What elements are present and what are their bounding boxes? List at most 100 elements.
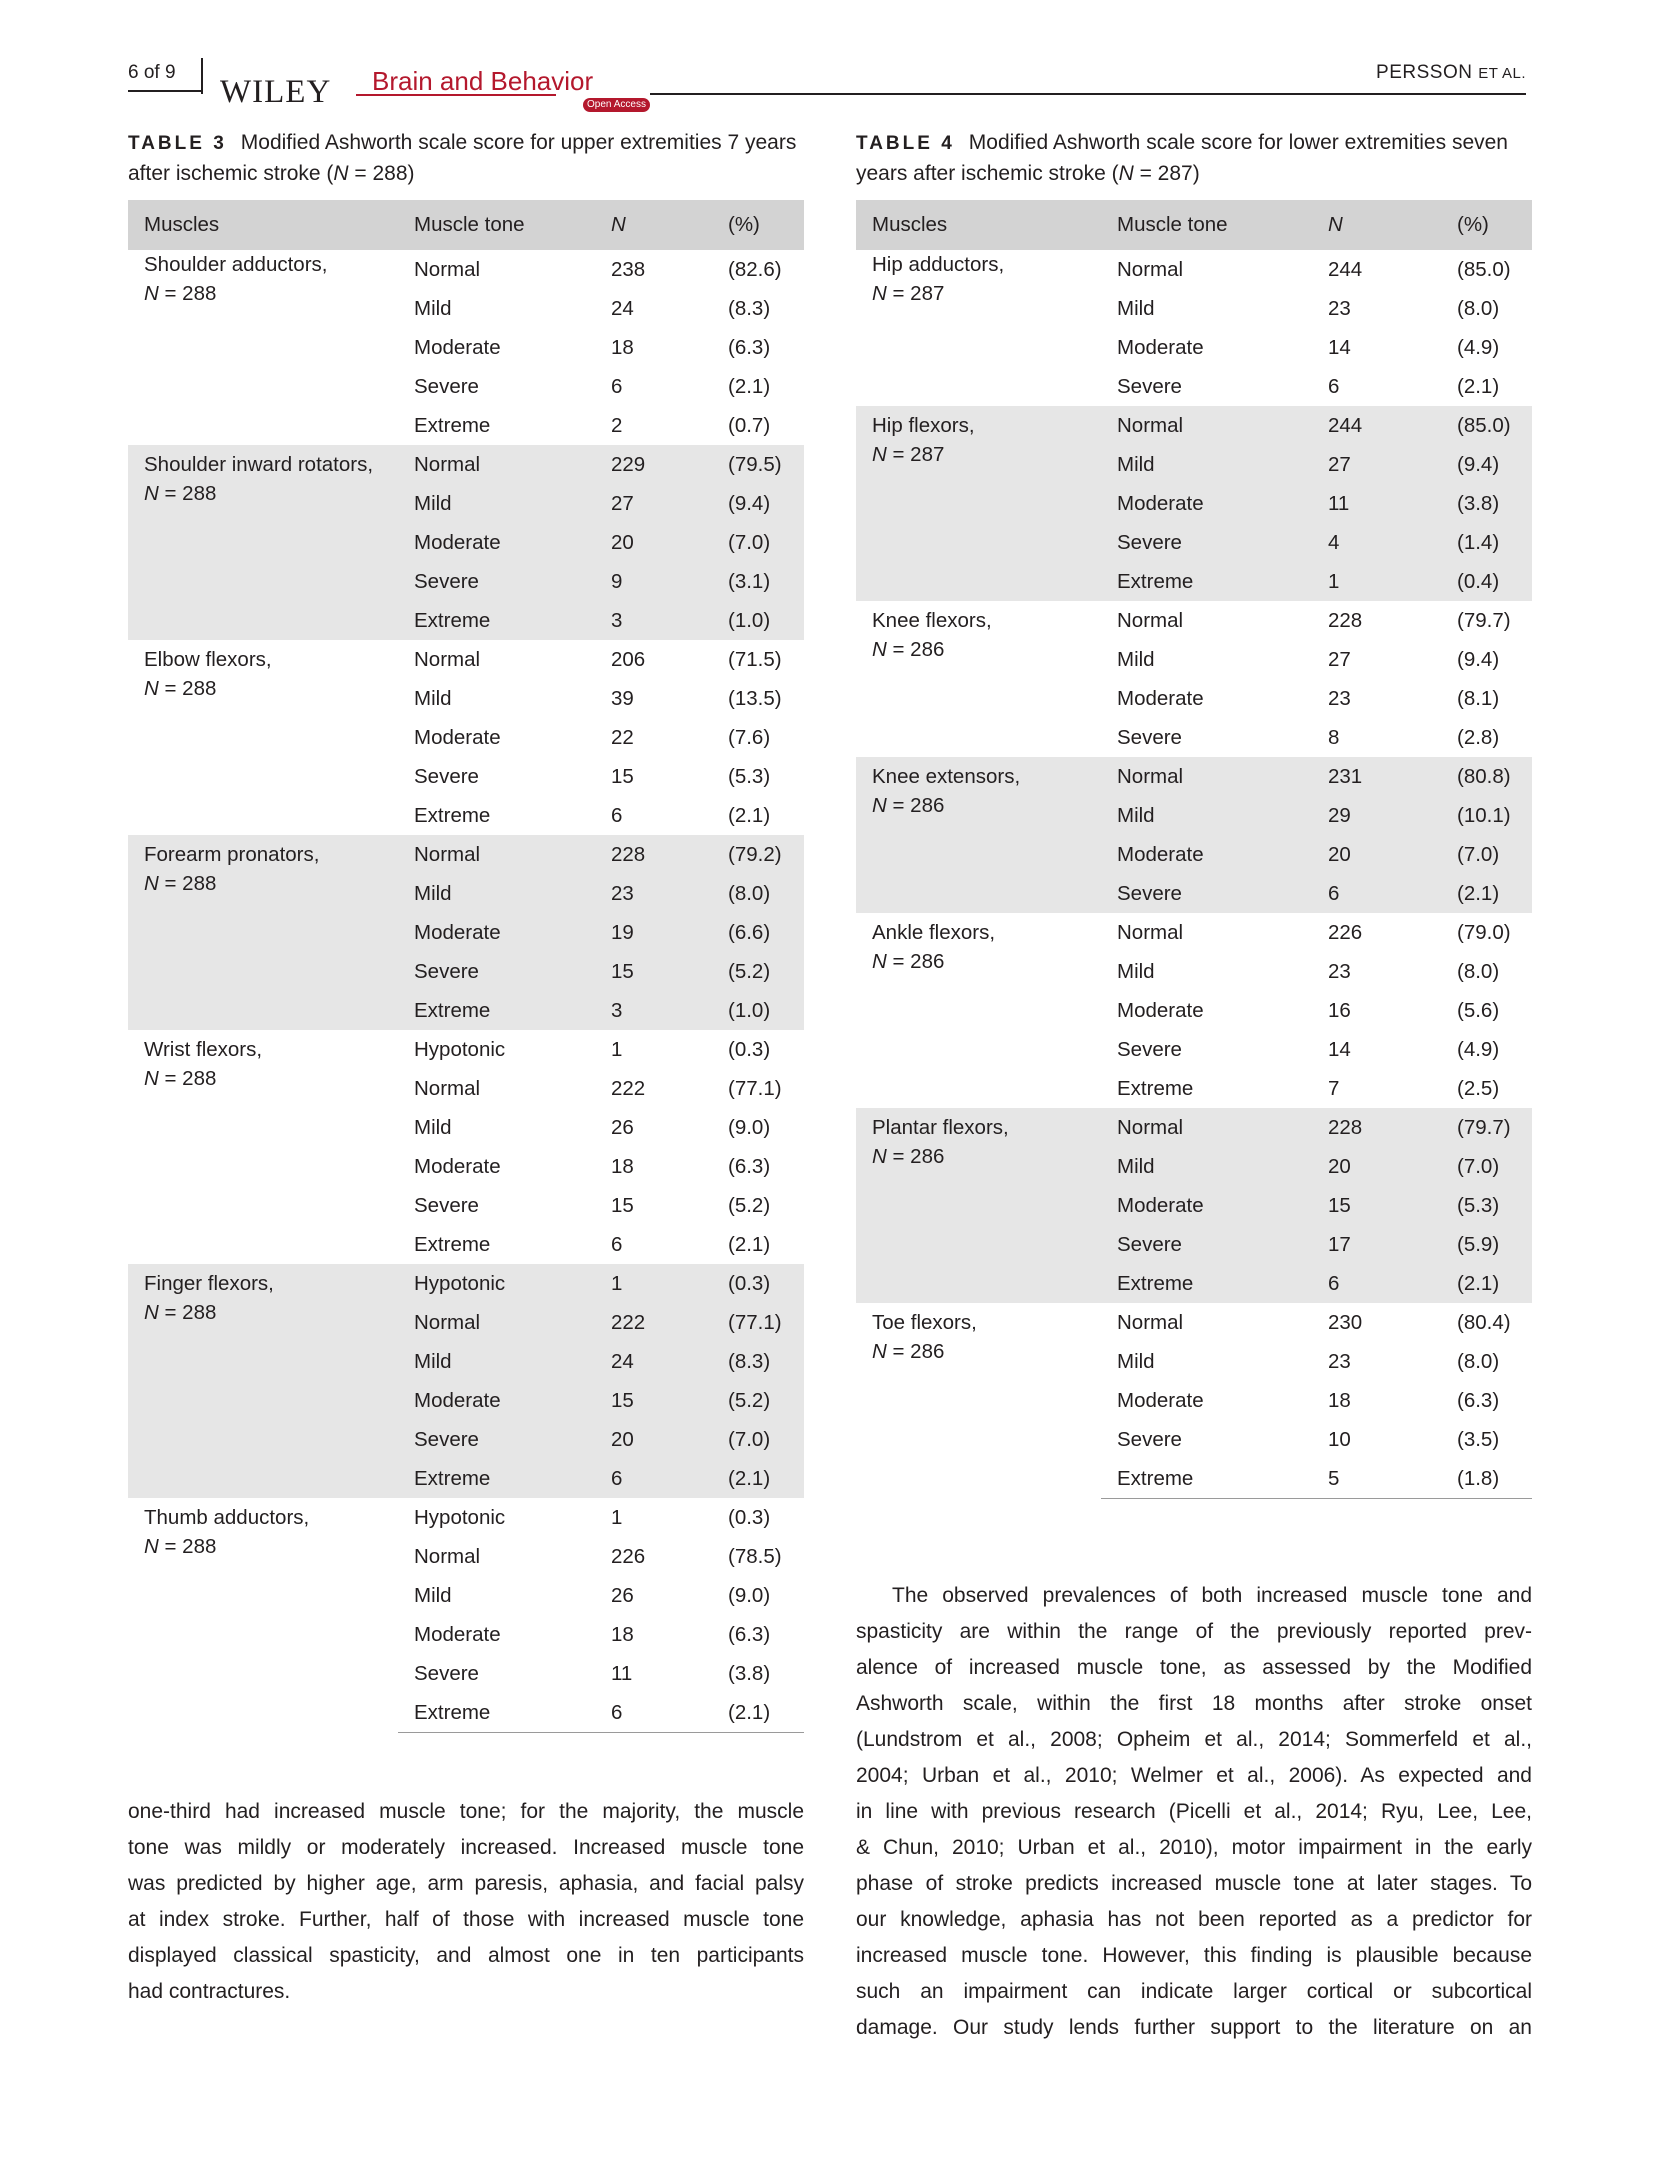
tone-cell: Normal <box>1117 258 1184 281</box>
pct-cell: (1.0) <box>712 601 804 640</box>
pct-cell: (79.5) <box>712 445 804 484</box>
n-cell: 3 <box>595 601 712 640</box>
n-symbol: N <box>872 1340 887 1363</box>
muscle-name: Thumb adductors, <box>144 1506 310 1529</box>
tone-cell: Severe <box>398 562 595 601</box>
tone-cell: Moderate <box>1101 1186 1312 1225</box>
text-line: increased muscle tone. However, this fin… <box>856 1944 1532 1967</box>
tone-cell: Mild <box>414 297 452 320</box>
table-row: Plantar flexors, N = 286 Normal 228 (79.7) <box>856 1108 1532 1303</box>
n-symbol: N <box>872 443 887 466</box>
table-row: Toe flexors, N = 286 Normal 230 (80.4) <box>856 1303 1532 1363</box>
n-cell: 23 <box>1328 297 1351 320</box>
n-cell: 26 <box>611 1584 634 1607</box>
table-row: Thumb adductors, N = 288 Hypotonic 1 (0.3) <box>128 1498 804 1558</box>
table-row: Severe 17 (5.9) <box>856 1225 1532 1264</box>
tone-cell: Severe <box>1117 375 1182 398</box>
pct-cell: (5.3) <box>1441 1186 1532 1225</box>
muscle-n: = 286 <box>892 1340 945 1363</box>
table-row: Severe 8 (2.8) <box>856 718 1532 757</box>
table3-group: Forearm pronators, N = 288 Normal 228 (79.2)… <box>128 835 804 1030</box>
pct-cell: (2.1) <box>728 804 771 827</box>
pct-cell: (5.6) <box>1457 999 1500 1022</box>
table-row: Mild 29 (10.1) <box>856 796 1532 835</box>
tone-cell: Normal <box>398 835 595 874</box>
tone-cell: Normal <box>414 1545 481 1568</box>
tone-cell: Mild <box>414 687 452 710</box>
table-row: Extreme 1 (0.4) <box>856 562 1532 601</box>
pct-cell: (0.3) <box>728 1506 771 1529</box>
pct-cell: (7.6) <box>728 726 771 749</box>
n-symbol: N <box>144 1067 159 1090</box>
table-row: Moderate 19 (6.6) <box>128 913 804 952</box>
table-row: Moderate 22 (7.6) <box>128 718 804 757</box>
pct-cell: (7.0) <box>1441 835 1532 874</box>
muscle-name: Knee extensors, <box>872 765 1021 788</box>
muscle-n: = 286 <box>892 638 945 661</box>
tone-cell: Mild <box>1101 445 1312 484</box>
muscle-name: Hip adductors, <box>872 253 1005 276</box>
pct-cell: (2.1) <box>1441 874 1532 913</box>
table-row: Moderate 15 (5.2) <box>128 1381 804 1420</box>
muscle-name: Plantar flexors, <box>872 1116 1009 1139</box>
table-row: Extreme 5 (1.8) <box>856 1459 1532 1499</box>
table-row: Mild 23 (8.0) <box>856 1342 1532 1381</box>
header-rule-left <box>128 90 203 92</box>
table-row: Mild 27 (9.4) <box>856 445 1532 484</box>
n-cell: 20 <box>1312 835 1441 874</box>
pct-cell: (0.3) <box>712 1264 804 1303</box>
muscle-name: Hip flexors, <box>872 414 975 437</box>
running-author: PERSSON ET AL. <box>1376 62 1526 84</box>
table-row: Extreme 6 (2.1) <box>128 796 804 835</box>
tone-cell: Extreme <box>1101 562 1312 601</box>
muscle-name: Knee flexors, <box>872 609 992 632</box>
pct-cell: (6.3) <box>728 336 771 359</box>
pct-cell: (2.1) <box>712 1693 804 1733</box>
n-cell: 206 <box>611 648 646 671</box>
muscle-name: Forearm pronators, <box>144 843 320 866</box>
publisher-logo: WILEY <box>220 74 332 110</box>
muscle-name: Toe flexors, <box>872 1311 977 1334</box>
tone-cell: Moderate <box>398 523 595 562</box>
table3-caption-b: = 288) <box>348 162 415 185</box>
tone-cell: Hypotonic <box>414 1038 506 1061</box>
muscle-name-cell: Ankle flexors, N = 286 <box>856 913 1101 1108</box>
table-row: Moderate 20 (7.0) <box>128 523 804 562</box>
table3-col-muscles: Muscles <box>128 200 398 250</box>
text-line: & Chun, 2010; Urban et al., 2010), motor… <box>856 1836 1532 1859</box>
table-row: Finger flexors, N = 288 Hypotonic 1 (0.3) <box>128 1264 804 1498</box>
muscle-name-cell: Shoulder inward rotators, N = 288 <box>128 445 398 640</box>
open-access-badge: Open Access <box>583 98 650 112</box>
table-row: Extreme 6 (2.1) <box>856 1264 1532 1303</box>
table3-caption: TABLE 3 Modified Ashworth scale score for… <box>128 128 804 189</box>
table4-group: Hip adductors, N = 287 Normal 244 (85.0) Mild… <box>856 250 1532 406</box>
n-cell: 222 <box>595 1303 712 1342</box>
pct-cell: (2.1) <box>1441 1264 1532 1303</box>
n-cell: 1 <box>611 1038 623 1061</box>
table-row: Extreme 6 (2.1) <box>128 1225 804 1264</box>
table-row: Knee flexors, N = 286 Normal 228 (79.7) <box>856 601 1532 661</box>
tone-cell: Extreme <box>398 1693 595 1733</box>
table-row: Normal 222 (77.1) <box>128 1069 804 1108</box>
table4-group: Knee flexors, N = 286 Normal 228 (79.7) Mild 2… <box>856 601 1532 757</box>
table-row: Extreme 6 (2.1) <box>128 1459 804 1498</box>
tone-cell: Mild <box>1101 1147 1312 1186</box>
text-line: at index stroke. Further, half of those … <box>128 1908 804 1931</box>
pct-cell: (2.8) <box>1457 726 1500 749</box>
pct-cell: (1.4) <box>1441 523 1532 562</box>
tone-cell: Severe <box>1117 1038 1182 1061</box>
n-cell: 14 <box>1328 336 1351 359</box>
text-line: displayed classical spasticity, and almo… <box>128 1944 804 1967</box>
pct-cell: (7.0) <box>712 1420 804 1459</box>
n-symbol: N <box>144 282 159 305</box>
table4-label: TABLE 4 <box>856 133 955 154</box>
tone-cell: Normal <box>414 258 481 281</box>
tone-cell: Moderate <box>398 913 595 952</box>
table4-caption-a: Modified Ashworth scale score for lower … <box>856 131 1508 185</box>
table-row: Mild 23 (8.0) <box>128 874 804 913</box>
table-row: Severe 10 (3.5) <box>856 1420 1532 1459</box>
table3-header-row: Muscles Muscle tone N (%) <box>128 200 804 250</box>
tone-cell: Moderate <box>1117 999 1204 1022</box>
pct-cell: (13.5) <box>728 687 782 710</box>
pct-cell: (85.0) <box>1441 406 1532 445</box>
